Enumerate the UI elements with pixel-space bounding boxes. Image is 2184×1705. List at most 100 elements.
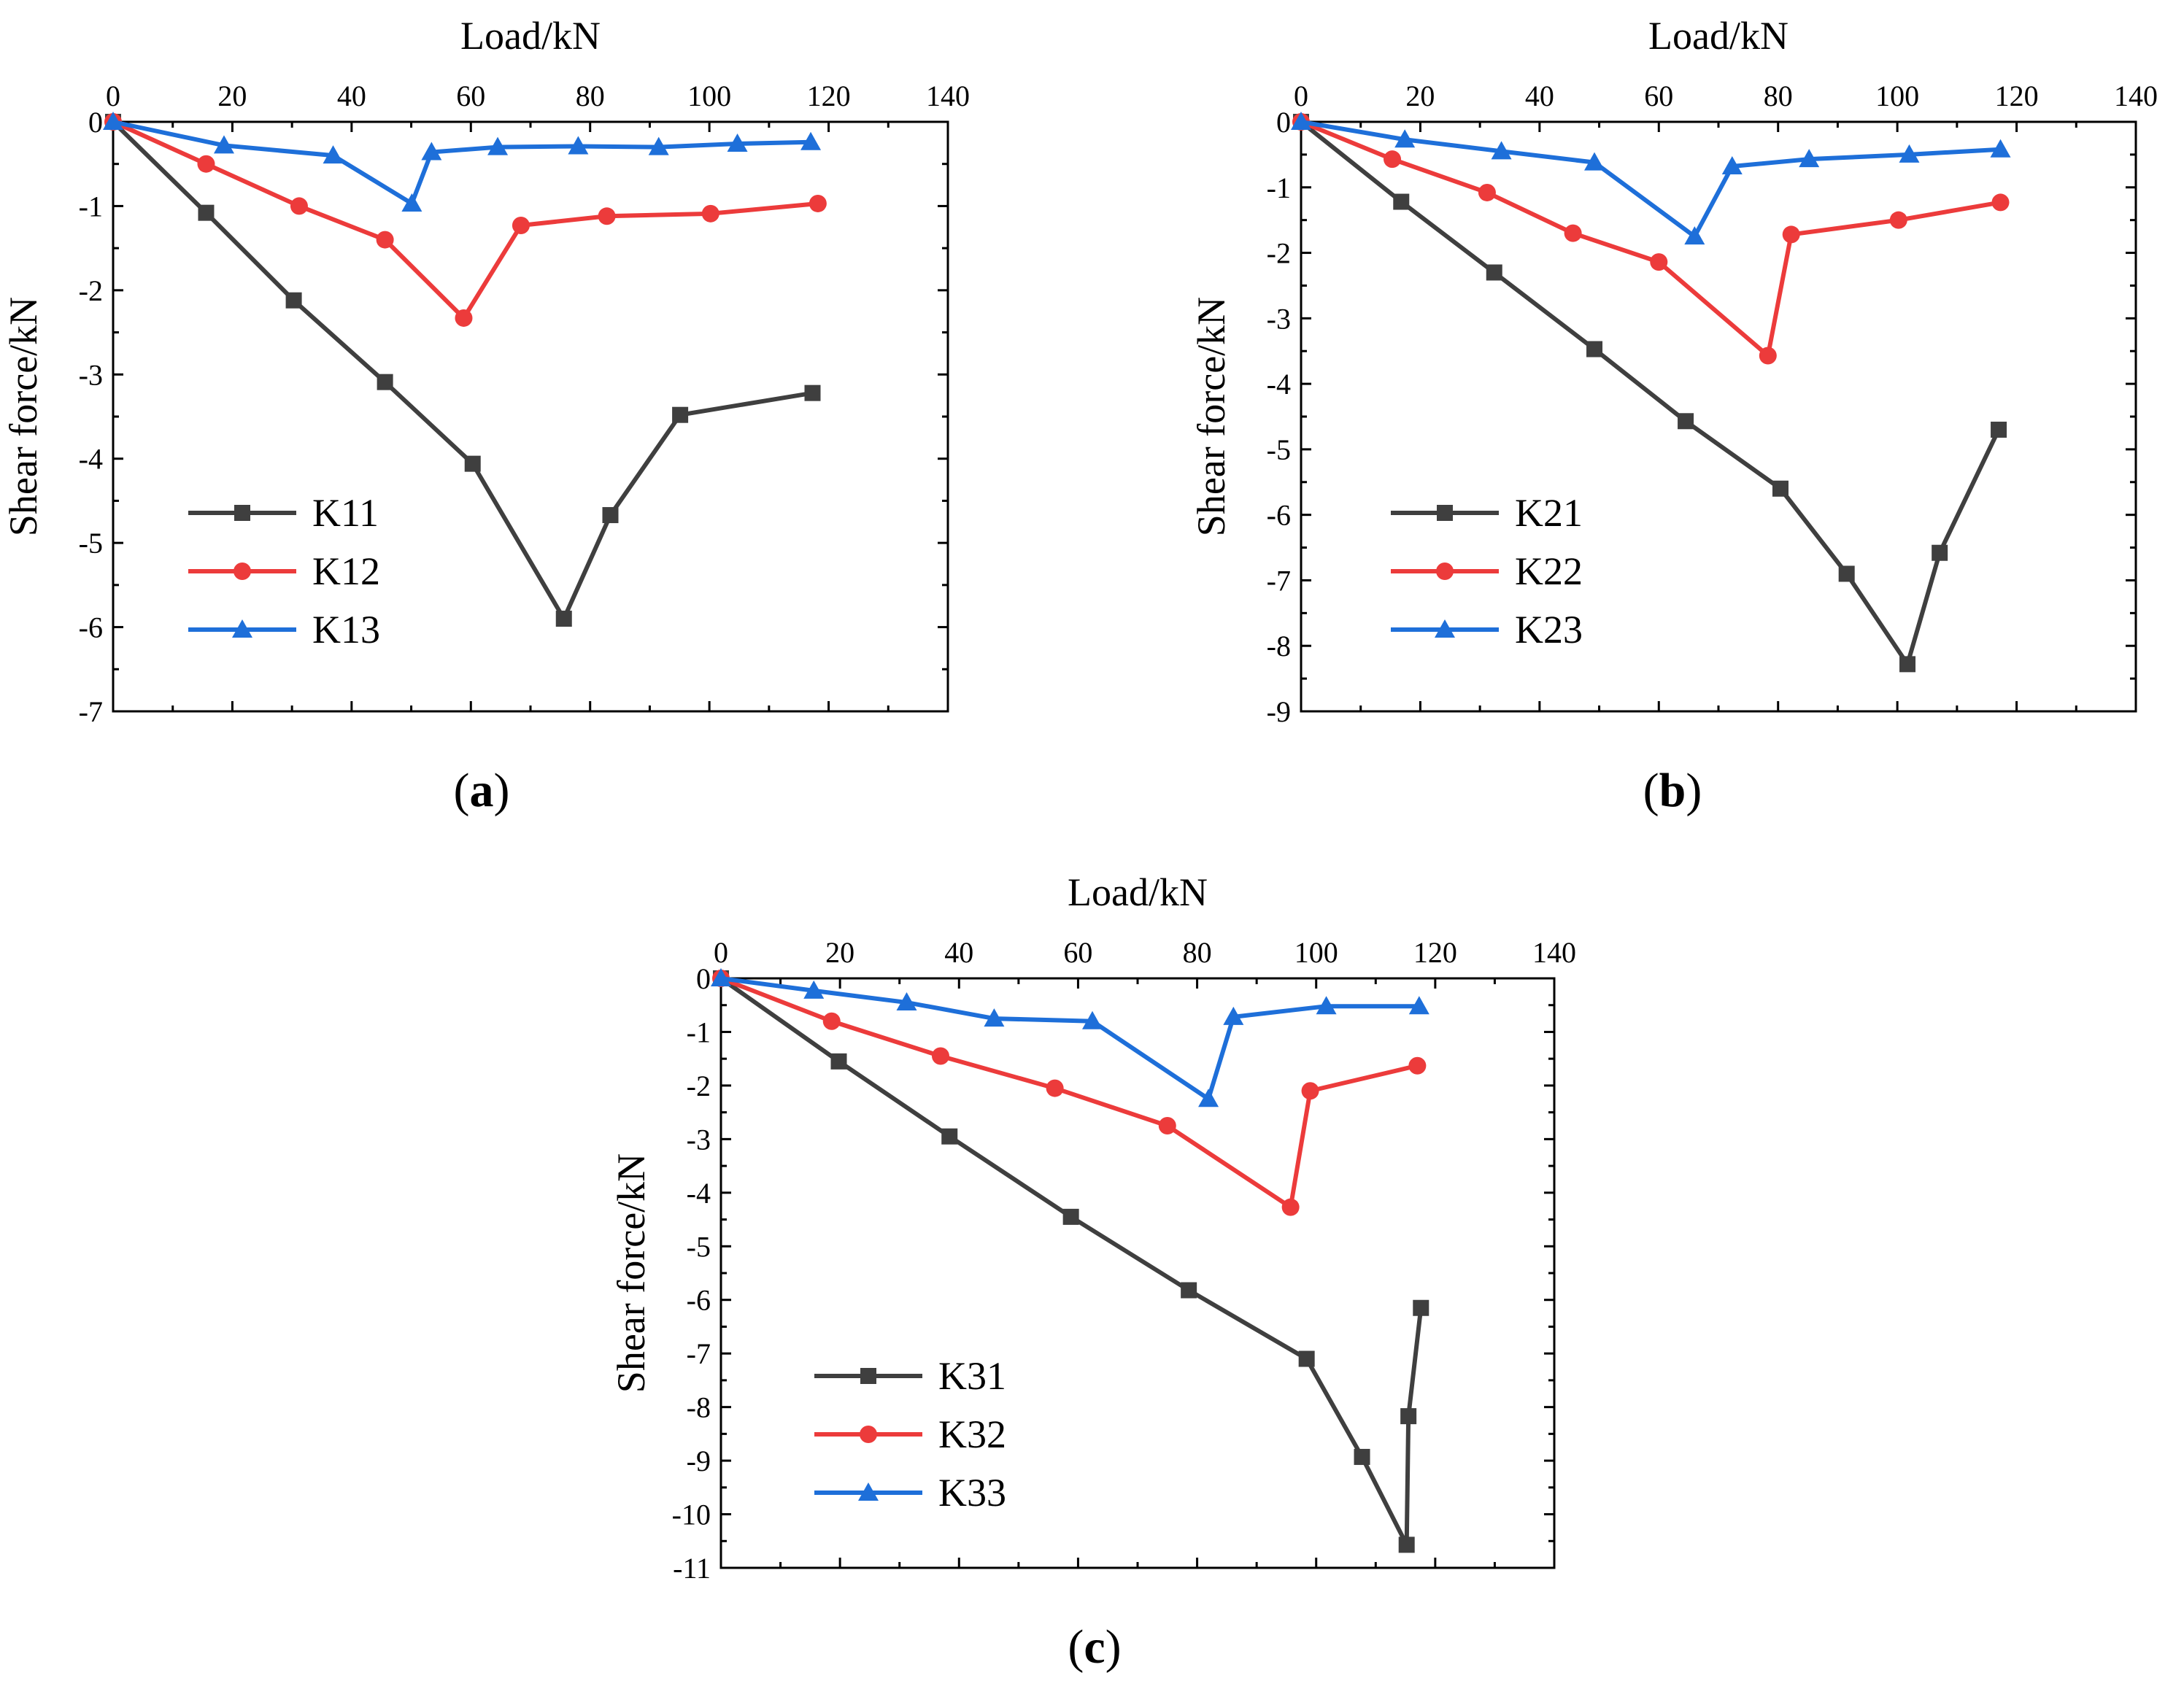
x-tick-label: 100 xyxy=(687,80,731,112)
legend-label: K31 xyxy=(938,1354,1006,1398)
data-point-K12 xyxy=(809,194,827,212)
series-K21 xyxy=(1293,114,2007,673)
series-K13 xyxy=(103,112,822,212)
data-point-K13 xyxy=(103,112,123,130)
data-point-K23 xyxy=(1799,149,1820,168)
data-point-K11 xyxy=(464,455,481,472)
x-tick-label: 80 xyxy=(1764,80,1793,112)
data-point-K32 xyxy=(1046,1079,1064,1097)
data-point-K33 xyxy=(1408,996,1429,1015)
y-axis-title: Shear force/kN xyxy=(1,297,45,536)
x-tick-label: 140 xyxy=(1532,936,1576,969)
data-point-K13 xyxy=(648,136,669,155)
legend-label: K32 xyxy=(938,1412,1006,1456)
y-tick-label: -4 xyxy=(687,1177,711,1210)
data-point-K12 xyxy=(197,155,215,173)
data-point-K31 xyxy=(941,1128,958,1145)
series-line-K11 xyxy=(111,120,813,622)
x-tick-label: 40 xyxy=(1525,80,1554,112)
y-tick-label: -3 xyxy=(79,358,103,391)
y-tick-label: -4 xyxy=(79,443,103,476)
data-point-K33 xyxy=(711,968,731,986)
legend-label: K22 xyxy=(1515,549,1583,593)
y-tick-label: -2 xyxy=(79,274,103,307)
data-point-K12 xyxy=(598,207,616,225)
data-point-K21 xyxy=(1932,544,1948,561)
legend-marker xyxy=(234,505,250,521)
x-tick-label: 60 xyxy=(1644,80,1673,112)
x-tick-label: 40 xyxy=(337,80,366,112)
data-point-K13 xyxy=(421,142,442,161)
data-point-K22 xyxy=(1650,253,1668,271)
y-tick-label: 0 xyxy=(1276,106,1291,139)
legend-entry-K21: K21 xyxy=(1391,491,1583,535)
data-point-K11 xyxy=(602,507,619,524)
x-tick-label: 120 xyxy=(1995,80,2039,112)
data-point-K22 xyxy=(1782,225,1800,244)
data-point-K11 xyxy=(285,292,302,309)
x-tick-label: 80 xyxy=(576,80,605,112)
chart-panel-a: 0 20 40 60 80 100 120 140 0 -1 -2 -3 -4 -5 -6 -7 Load/kN… xyxy=(1,14,970,817)
data-point-K31 xyxy=(1413,1299,1429,1316)
x-tick-label: 0 xyxy=(714,936,728,969)
data-point-K21 xyxy=(1991,421,2007,438)
y-tick-label: -5 xyxy=(79,527,103,560)
plot-frame xyxy=(1300,120,2137,713)
x-tick-label: 100 xyxy=(1294,936,1338,969)
x-axis-title: Load/kN xyxy=(460,14,601,58)
y-tick-label: -9 xyxy=(687,1445,711,1477)
panel-label: (c) xyxy=(1068,1620,1121,1674)
series-line-K33 xyxy=(720,976,1419,1102)
data-point-K23 xyxy=(1990,139,2011,158)
x-tick-label: 20 xyxy=(217,80,247,112)
data-point-K23 xyxy=(1684,226,1705,245)
legend-entry-K13: K13 xyxy=(188,608,380,652)
data-point-K33 xyxy=(1316,996,1337,1015)
data-point-K13 xyxy=(727,134,748,152)
panel-label: (a) xyxy=(454,764,510,817)
y-tick-label: -2 xyxy=(687,1070,711,1102)
data-point-K12 xyxy=(701,204,719,223)
x-tick-label: 80 xyxy=(1183,936,1212,969)
data-point-K23 xyxy=(1721,156,1743,175)
data-point-K32 xyxy=(1408,1056,1427,1075)
data-point-K21 xyxy=(1393,193,1410,210)
legend-entry-K32: K32 xyxy=(814,1412,1006,1456)
legend-entry-K23: K23 xyxy=(1391,608,1583,652)
data-point-K13 xyxy=(800,131,822,150)
series-K33 xyxy=(711,968,1429,1107)
data-point-K31 xyxy=(1062,1208,1079,1225)
x-tick-label: 100 xyxy=(1875,80,1919,112)
data-point-K31 xyxy=(1181,1282,1197,1299)
data-point-K31 xyxy=(1400,1408,1417,1425)
data-point-K13 xyxy=(401,193,422,212)
y-tick-label: -5 xyxy=(1267,433,1291,466)
data-point-K11 xyxy=(804,384,821,401)
data-point-K21 xyxy=(1586,341,1603,357)
x-tick-label: 20 xyxy=(825,936,854,969)
data-point-K22 xyxy=(1889,211,1907,229)
series-K23 xyxy=(1291,112,2011,245)
chart-panel-c: 0 20 40 60 80 100 120 140 0 -1 -2 -3 -4 -5 -6 -7 -8 -9 -10… xyxy=(609,870,1576,1674)
x-tick-label: 40 xyxy=(944,936,973,969)
y-tick-label: -6 xyxy=(79,611,103,644)
y-tick-label: -10 xyxy=(672,1499,711,1531)
legend-label: K21 xyxy=(1515,491,1583,535)
y-tick-label: -8 xyxy=(1267,630,1291,662)
y-tick-label: -8 xyxy=(687,1391,711,1424)
y-tick-label: -5 xyxy=(687,1230,711,1263)
data-point-K33 xyxy=(803,980,825,999)
x-tick-label: 20 xyxy=(1405,80,1435,112)
x-tick-label: 120 xyxy=(1413,936,1457,969)
legend-marker xyxy=(860,1368,876,1384)
data-point-K13 xyxy=(487,136,509,155)
y-tick-label: -11 xyxy=(673,1552,711,1585)
series-line-K21 xyxy=(1300,120,2001,667)
series-K22 xyxy=(1292,113,2010,365)
y-tick-label: -6 xyxy=(1267,499,1291,532)
series-line-K13 xyxy=(112,120,811,206)
legend-label: K33 xyxy=(938,1471,1006,1515)
legend-marker xyxy=(860,1426,877,1443)
x-tick-label: 60 xyxy=(1063,936,1092,969)
legend-entry-K11: K11 xyxy=(188,491,379,535)
